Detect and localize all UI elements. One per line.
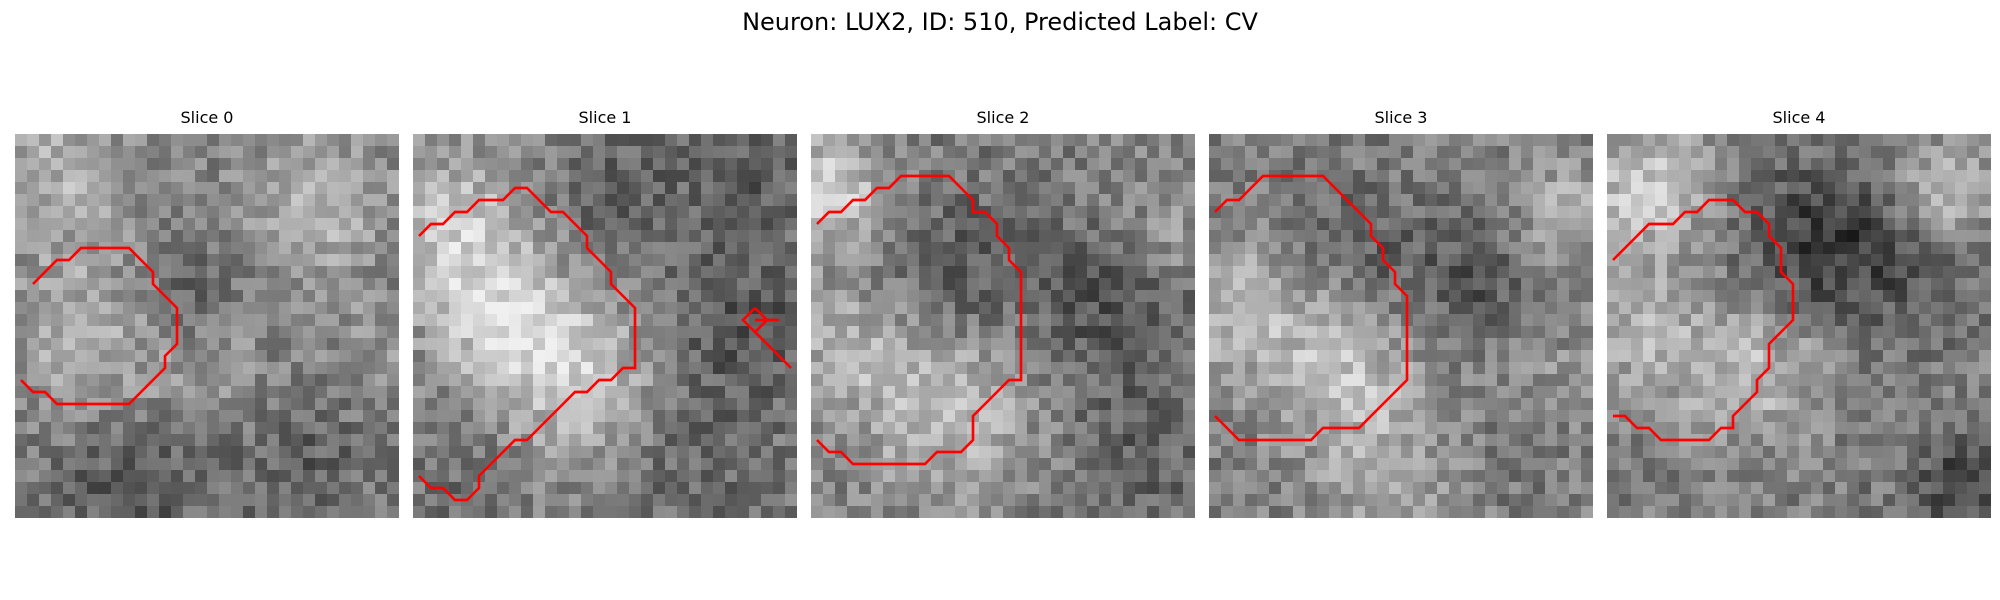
slice-title-1: Slice 1 xyxy=(578,108,632,127)
contour-line xyxy=(418,186,637,502)
slice-title-3: Slice 3 xyxy=(1374,108,1428,127)
pixel-grid xyxy=(413,134,797,518)
slice-image-0 xyxy=(15,134,399,518)
slice-panel-1: Slice 1 xyxy=(413,108,797,518)
slice-image-4 xyxy=(1607,134,1991,518)
slice-title-4: Slice 4 xyxy=(1772,108,1826,127)
slice-title-2: Slice 2 xyxy=(976,108,1030,127)
pixel-grid xyxy=(1209,134,1593,518)
slice-panel-2: Slice 2 xyxy=(811,108,1195,518)
contour-line xyxy=(1214,174,1409,442)
contour-line xyxy=(20,246,179,406)
slice-image-1 xyxy=(413,134,797,518)
slice-title-0: Slice 0 xyxy=(180,108,234,127)
pixel-grid xyxy=(1607,134,1991,518)
pixel-grid xyxy=(15,134,399,518)
slice-panel-0: Slice 0 xyxy=(15,108,399,518)
slice-panel-4: Slice 4 xyxy=(1607,108,1991,518)
pixel-grid xyxy=(811,134,1195,518)
slice-panel-3: Slice 3 xyxy=(1209,108,1593,518)
contour-line xyxy=(754,331,792,369)
contour-line xyxy=(816,174,1023,466)
slice-image-3 xyxy=(1209,134,1593,518)
contour-line xyxy=(1612,198,1795,442)
slice-image-2 xyxy=(811,134,1195,518)
figure-title: Neuron: LUX2, ID: 510, Predicted Label: … xyxy=(742,8,1258,36)
